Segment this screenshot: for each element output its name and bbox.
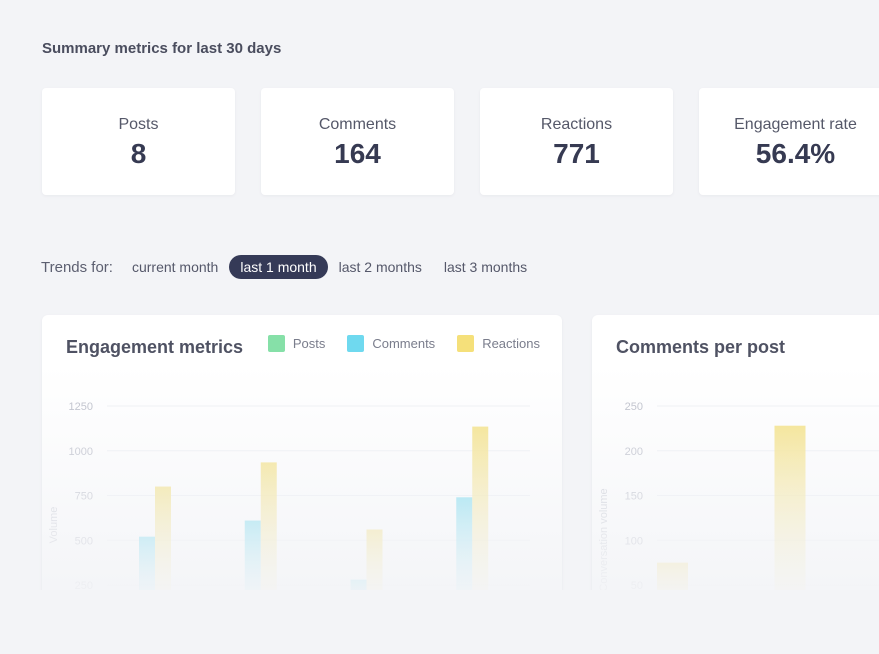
- y-tick-label: 100: [625, 535, 643, 547]
- posts-card: Posts 8: [42, 88, 235, 195]
- reactions-card-value: 771: [553, 138, 600, 169]
- comments-card-label: Comments: [318, 116, 397, 133]
- posts-card-value: 8: [130, 138, 147, 169]
- legend-item-comments[interactable]: Comments: [347, 335, 435, 352]
- bottom-fade: [0, 590, 879, 654]
- comments-per-post-title: Comments per post: [616, 337, 786, 357]
- y-tick-label: 200: [625, 446, 643, 458]
- legend-swatch-reactions: [457, 335, 475, 352]
- trend-option-current-month[interactable]: current month: [131, 259, 219, 275]
- legend-item-reactions[interactable]: Reactions: [457, 335, 540, 352]
- comments-per-post-panel: 250 200 150 100 50 Conversation volume Commen…: [592, 315, 879, 605]
- trends-label: Trends for:: [41, 258, 113, 276]
- y-tick-label: 1250: [69, 401, 93, 413]
- legend-swatch-posts: [267, 335, 285, 352]
- legend-label-posts: Posts: [292, 336, 326, 351]
- legend-label-reactions: Reactions: [482, 336, 540, 351]
- y-tick-label: 1000: [69, 446, 93, 458]
- y-tick-label: 500: [75, 535, 93, 547]
- engagement-metrics-title: Engagement metrics: [66, 337, 244, 357]
- reactions-card: Reactions 771: [480, 88, 673, 195]
- reactions-card-label: Reactions: [540, 116, 613, 133]
- engagement-rate-card-label: Engagement rate: [734, 116, 857, 133]
- y-axis-label: Conversation volume: [598, 488, 610, 591]
- trend-option-last-3-months[interactable]: last 3 months: [443, 259, 528, 275]
- legend-item-posts[interactable]: Posts: [267, 335, 326, 352]
- trend-option-last-2-months[interactable]: last 2 months: [338, 259, 422, 275]
- engagement-rate-card-value: 56.4%: [755, 138, 836, 169]
- bar-reactions: [155, 486, 171, 605]
- bar-value: [774, 425, 806, 605]
- trend-option-last-1-month[interactable]: last 1 month: [229, 255, 328, 279]
- comments-card-value: 164: [334, 138, 381, 169]
- y-tick-label: 150: [625, 491, 643, 503]
- trends-filter: Trends for: current month last 1 month l…: [41, 255, 538, 279]
- engagement-metrics-panel: 1250 1000 750 500 250 Volume Engagement metri…: [42, 315, 562, 605]
- y-axis-label: Volume: [48, 507, 60, 544]
- legend-swatch-comments: [347, 335, 365, 352]
- y-tick-label: 750: [75, 491, 93, 503]
- y-tick-label: 250: [625, 401, 643, 413]
- bar-reactions: [472, 426, 489, 605]
- legend-label-comments: Comments: [372, 336, 436, 351]
- bar-reactions: [260, 462, 277, 605]
- posts-card-label: Posts: [118, 116, 159, 133]
- engagement-legend: Posts Comments Reactions: [246, 335, 540, 352]
- summary-title: Summary metrics for last 30 days: [42, 40, 282, 57]
- bar-comments: [456, 497, 473, 605]
- engagement-rate-card: Engagement rate 56.4%: [699, 88, 879, 195]
- comments-card: Comments 164: [261, 88, 454, 195]
